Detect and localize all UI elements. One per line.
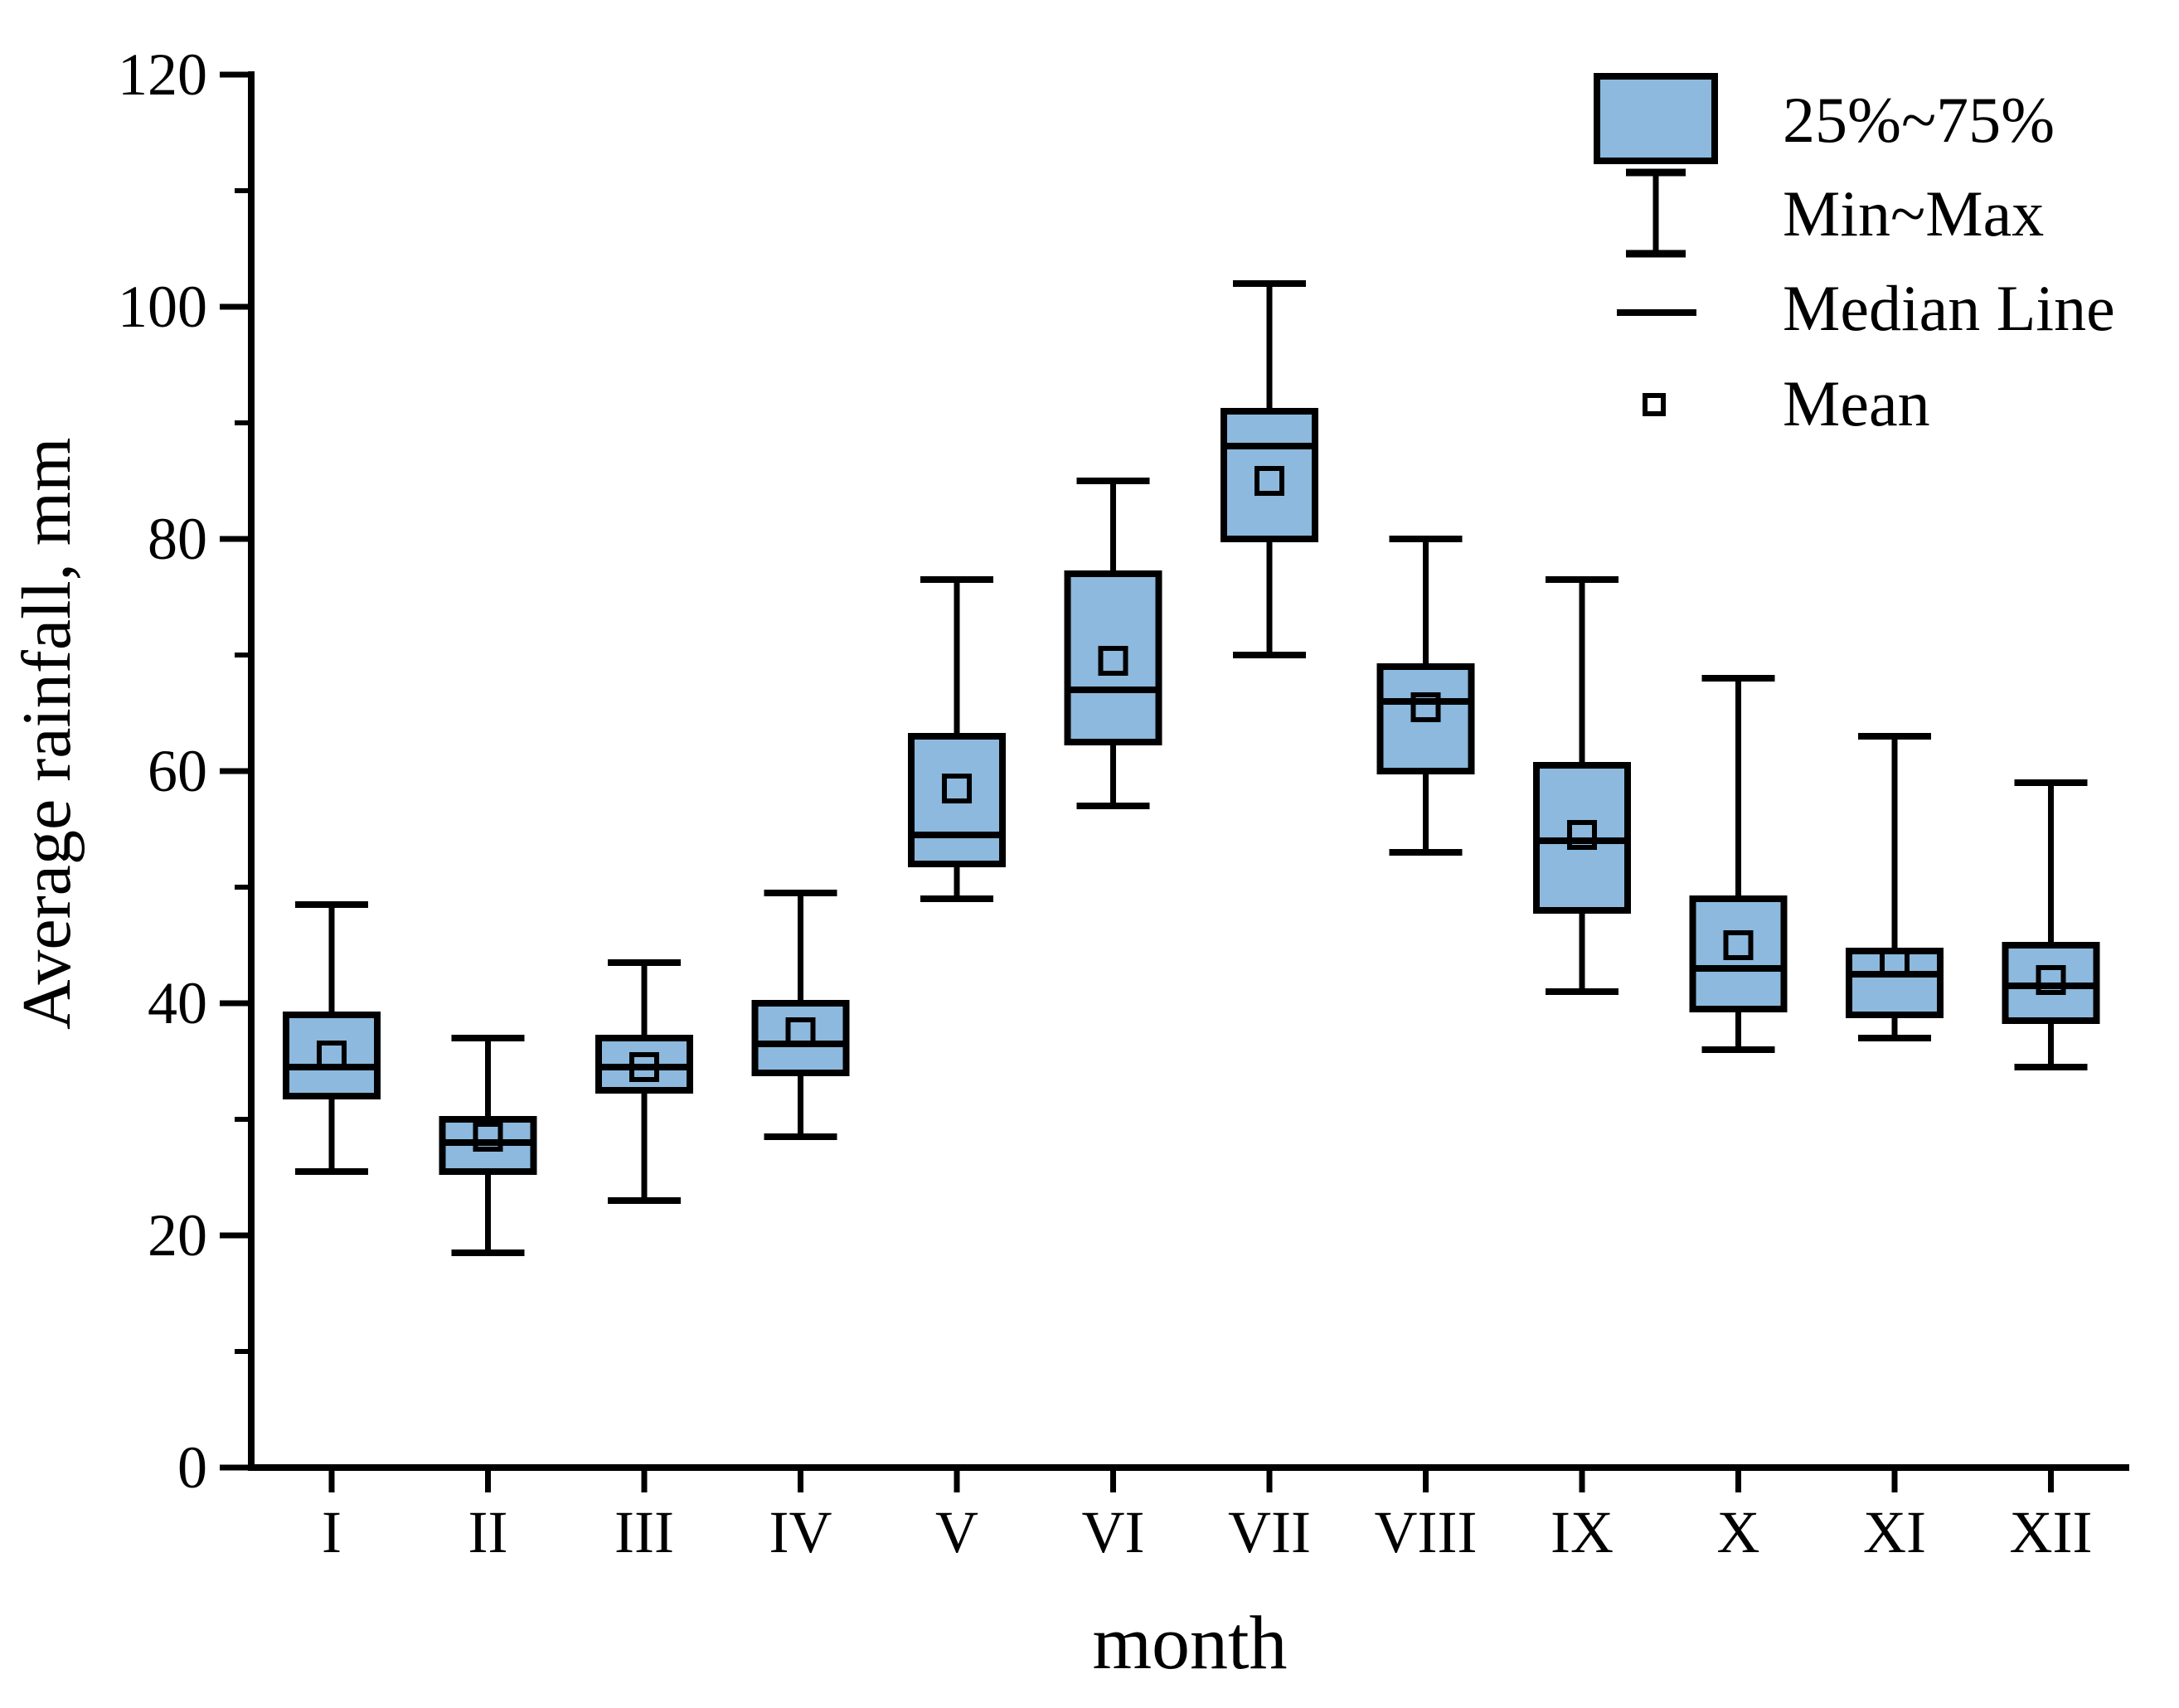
iqr-box-XI [1846,948,1944,1018]
y-tick-label-40: 40 [148,970,207,1036]
iqr-box-IV [751,1000,850,1076]
mean-marker-X [1723,930,1754,960]
legend-median-line-icon [1617,309,1696,316]
x-axis-title: month [1092,1600,1288,1685]
iqr-box-VII [1221,408,1318,542]
mean-marker-IX [1567,820,1597,850]
x-tick-label-X: X [1717,1499,1760,1565]
mean-marker-VII [1255,466,1284,496]
mean-marker-XII [2036,965,2066,995]
mean-marker-XI [1880,948,1910,978]
y-tick-label-120: 120 [118,41,207,108]
legend-iqr-box-icon [1594,73,1718,164]
mean-marker-III [629,1052,659,1082]
iqr-box-X [1689,895,1788,1012]
iqr-box-VI [1064,570,1162,745]
y-tick-label-60: 60 [148,738,207,804]
mean-marker-VI [1098,646,1128,676]
iqr-box-V [908,733,1006,867]
iqr-box-I [283,1012,381,1099]
x-tick-label-III: III [614,1499,674,1565]
x-tick-label-XII: XII [2010,1499,2093,1565]
x-tick-label-VII: VII [1228,1499,1311,1565]
legend-label-minmax: Min~Max [1783,177,2045,250]
x-tick-label-IV: IV [769,1499,832,1565]
x-tick-label-VIII: VIII [1375,1499,1478,1565]
legend-mean-marker-icon [1643,393,1666,416]
x-tick-label-VI: VI [1082,1499,1145,1565]
legend-label-median: Median Line [1783,272,2115,344]
y-tick-label-0: 0 [177,1434,207,1501]
legend-label-iqr: 25%~75% [1783,84,2055,156]
x-tick-label-I: I [322,1499,342,1565]
legend-label-mean: Mean [1783,367,1930,439]
y-tick-label-20: 20 [148,1202,207,1269]
x-tick-label-II: II [468,1499,508,1565]
y-tick-label-100: 100 [118,274,207,340]
mean-marker-V [942,774,972,803]
mean-marker-IV [785,1017,816,1047]
x-tick-label-V: V [935,1499,978,1565]
x-tick-label-IX: IX [1551,1499,1614,1565]
y-axis-title: Average rainfall, mm [8,437,85,1031]
mean-marker-VIII [1410,692,1441,722]
mean-marker-II [473,1122,503,1152]
mean-marker-I [317,1041,347,1070]
x-tick-label-XI: XI [1863,1499,1926,1565]
legend-whisker-icon [1626,168,1686,258]
y-tick-label-80: 80 [148,506,207,572]
